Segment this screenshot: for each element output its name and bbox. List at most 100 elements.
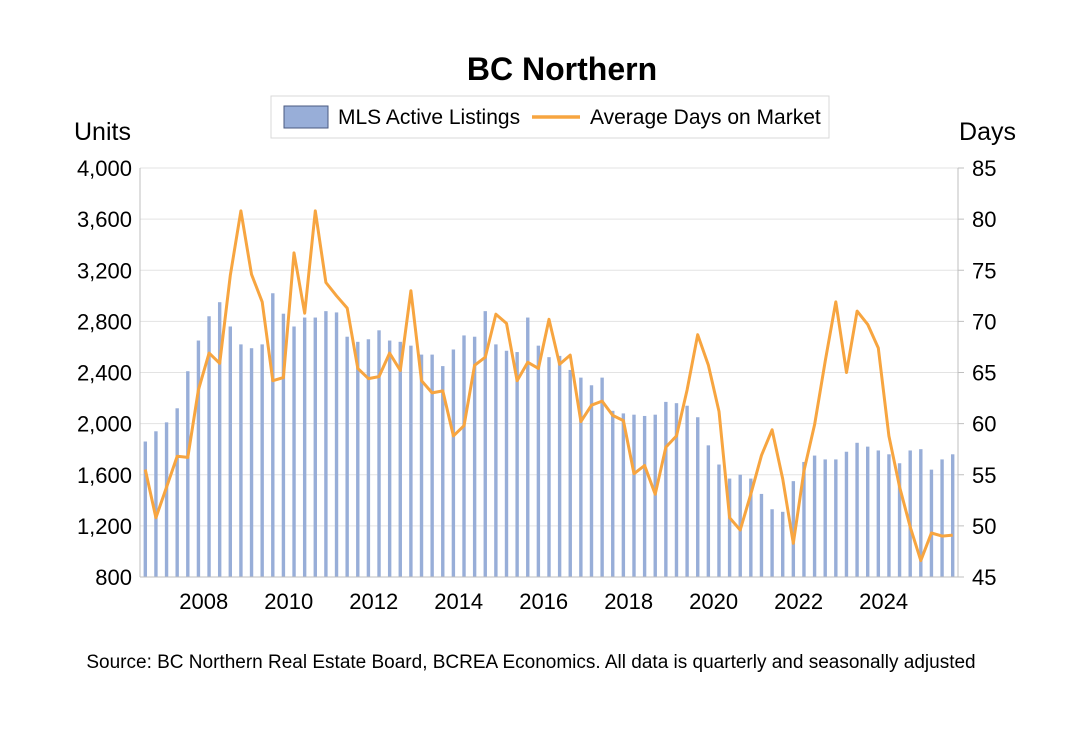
x-tick-label: 2008: [179, 589, 228, 614]
legend-swatch-listings: [284, 106, 328, 128]
bar: [590, 385, 593, 577]
bar: [377, 330, 380, 577]
x-tick-label: 2010: [264, 589, 313, 614]
x-tick-label: 2012: [349, 589, 398, 614]
y-tick-label: 1,200: [77, 514, 132, 539]
chart-title: BC Northern: [467, 51, 657, 87]
legend: MLS Active Listings Average Days on Mark…: [271, 96, 829, 138]
bar: [537, 346, 540, 577]
y-tick-label: 4,000: [77, 156, 132, 181]
y-axis-label-right: Days: [959, 118, 1016, 146]
bar: [314, 318, 317, 577]
bar: [399, 342, 402, 577]
y2-tick-label: 50: [972, 514, 996, 539]
bar: [622, 413, 625, 577]
bar: [292, 326, 295, 577]
y2-tick-label: 60: [972, 412, 996, 437]
bar: [908, 450, 911, 577]
x-axis-ticks: 2008 2010 2012 2014 2016 2018 2020 2022 2024: [179, 589, 908, 614]
bar: [707, 445, 710, 577]
y-tick-label: 800: [95, 565, 132, 590]
legend-label-days-on-market: Average Days on Market: [590, 106, 821, 129]
y-tick-label: 2,400: [77, 361, 132, 386]
bar: [515, 352, 518, 577]
bar: [685, 406, 688, 577]
source-note: Source: BC Northern Real Estate Board, B…: [86, 652, 975, 673]
bar: [462, 335, 465, 577]
y2-tick-label: 80: [972, 207, 996, 232]
bar: [600, 378, 603, 577]
bar: [409, 346, 412, 577]
bar: [781, 512, 784, 577]
y2-tick-label: 75: [972, 258, 996, 283]
bar: [770, 509, 773, 577]
y-tick-label: 2,800: [77, 309, 132, 334]
bar: [324, 311, 327, 577]
y2-tick-label: 70: [972, 309, 996, 334]
x-tick-label: 2020: [689, 589, 738, 614]
y2-tick-label: 85: [972, 156, 996, 181]
bar: [197, 341, 200, 577]
bar: [760, 494, 763, 577]
bar: [834, 459, 837, 577]
y2-tick-label: 65: [972, 361, 996, 386]
bar: [388, 341, 391, 577]
bar: [930, 470, 933, 577]
x-tick-label: 2018: [604, 589, 653, 614]
bar: [611, 411, 614, 577]
bar: [951, 454, 954, 577]
bar: [345, 337, 348, 577]
bar: [335, 312, 338, 577]
bar: [144, 442, 147, 577]
bar: [250, 348, 253, 577]
x-tick-label: 2024: [859, 589, 908, 614]
bar: [887, 454, 890, 577]
bar: [420, 355, 423, 577]
bar: [229, 326, 232, 577]
bar: [569, 370, 572, 577]
bar: [632, 415, 635, 577]
bar: [824, 459, 827, 577]
bar: [430, 355, 433, 577]
bar: [165, 422, 168, 577]
bar: [855, 443, 858, 577]
x-tick-label: 2014: [434, 589, 483, 614]
bar: [505, 351, 508, 577]
bar: [303, 318, 306, 577]
bar: [271, 293, 274, 577]
bar: [260, 344, 263, 577]
bar: [239, 344, 242, 577]
bar: [494, 344, 497, 577]
y-axis-ticks-left: 800 1,200 1,600 2,000 2,400 2,800 3,200 3,600 4,…: [77, 156, 132, 590]
y-tick-label: 3,600: [77, 207, 132, 232]
bar: [186, 371, 189, 577]
bar: [866, 447, 869, 577]
bar: [367, 339, 370, 577]
bar: [175, 408, 178, 577]
y2-tick-label: 45: [972, 565, 996, 590]
legend-label-listings: MLS Active Listings: [338, 106, 520, 129]
bar: [717, 465, 720, 577]
bar: [558, 356, 561, 577]
bar: [526, 318, 529, 577]
bar: [813, 456, 816, 577]
bar: [356, 342, 359, 577]
bar: [547, 357, 550, 577]
bar: [654, 415, 657, 577]
y-tick-label: 1,600: [77, 463, 132, 488]
bar: [877, 450, 880, 577]
bar: [664, 402, 667, 577]
bar: [845, 452, 848, 577]
bar: [643, 416, 646, 577]
x-tick-label: 2022: [774, 589, 823, 614]
y-axis-label-left: Units: [74, 118, 131, 146]
y-tick-label: 2,000: [77, 412, 132, 437]
bar: [154, 431, 157, 577]
y-tick-label: 3,200: [77, 258, 132, 283]
bar: [940, 459, 943, 577]
y2-tick-label: 55: [972, 463, 996, 488]
x-tick-label: 2016: [519, 589, 568, 614]
bar: [696, 417, 699, 577]
